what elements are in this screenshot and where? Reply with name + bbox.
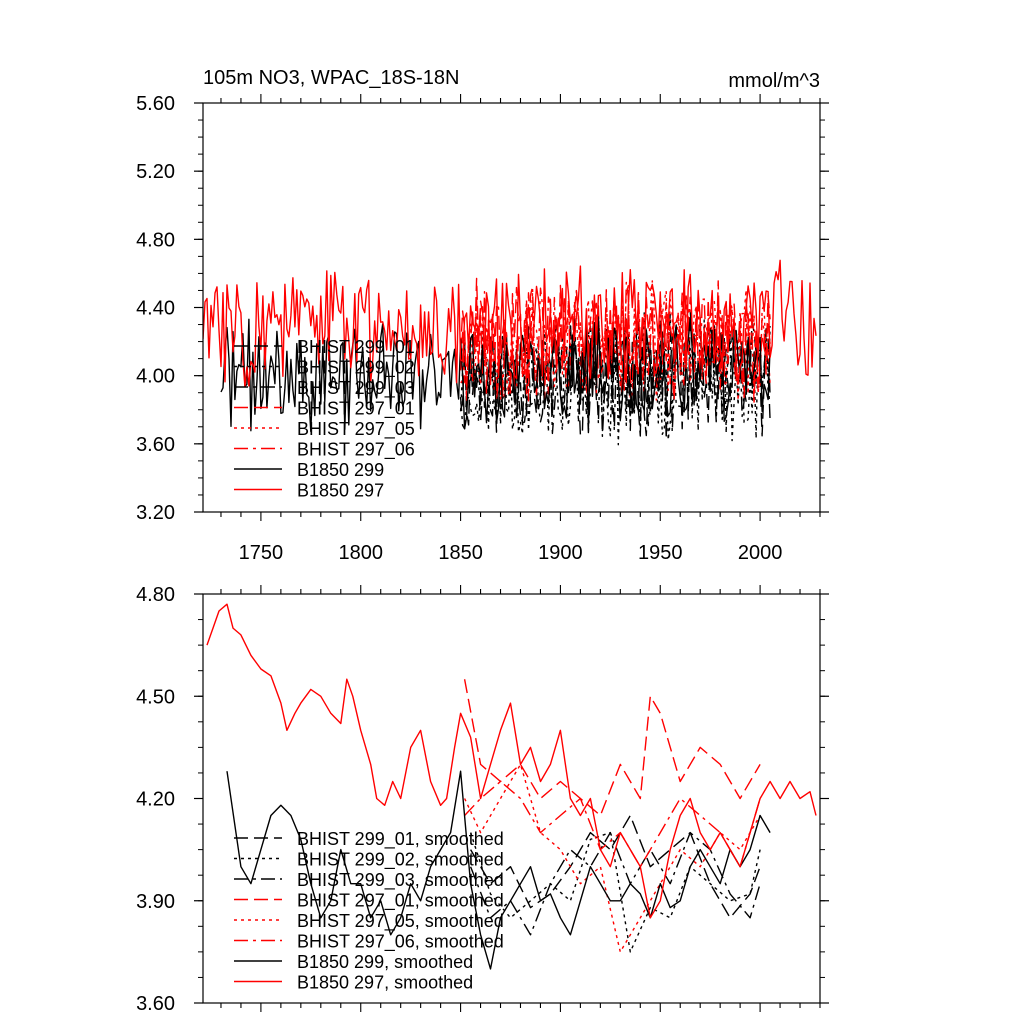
top-axes: 5.60 5.20 4.80 4.40 4.00 3.60 3.20 1750 1800 1850… xyxy=(136,93,829,564)
top-legend-label-3: BHIST 299_03 xyxy=(297,378,415,399)
bottom-legend-label-1: BHIST 299_01, smoothed xyxy=(297,829,504,850)
top-xtick-label: 1900 xyxy=(538,542,583,564)
bottom-ytick-label: 3.90 xyxy=(136,891,175,913)
bottom-legend-label-3: BHIST 299_03, smoothed xyxy=(297,870,504,891)
bottom-legend-label-7: B1850 299, smoothed xyxy=(297,952,473,972)
bottom-ytick-label: 4.50 xyxy=(136,686,175,708)
top-series-line-6 xyxy=(459,281,771,406)
top-xtick-label: 1750 xyxy=(239,542,284,564)
top-legend-label-8: B1850 297 xyxy=(297,481,384,501)
top-xtick-label: 1800 xyxy=(338,542,383,564)
top-legend-label-5: BHIST 297_05 xyxy=(297,419,415,440)
bottom-series-line-5 xyxy=(463,763,761,953)
top-xtick-label: 1950 xyxy=(638,542,683,564)
bottom-ytick-label: 4.20 xyxy=(136,789,175,811)
bottom-ytick-label: 4.80 xyxy=(136,584,175,606)
bottom-series-line-7 xyxy=(226,770,771,970)
bottom-series-line-2 xyxy=(469,831,761,953)
top-ytick-label: 4.40 xyxy=(136,298,175,320)
top-series-line-5 xyxy=(460,280,771,402)
top-panel-units: mmol/m^3 xyxy=(728,70,820,92)
top-series-line-1 xyxy=(459,310,771,440)
bottom-series-line-8 xyxy=(206,603,817,919)
top-panel-title: 105m NO3, WPAC_18S-18N xyxy=(203,67,459,89)
top-series-line-8 xyxy=(203,259,817,388)
bottom-panel: 4.80 4.50 4.20 3.90 3.60 BHIST 299_01, smoot… xyxy=(136,584,829,1015)
bottom-plot-frame xyxy=(202,593,821,1004)
top-ytick-label: 3.60 xyxy=(136,434,175,456)
top-ytick-label: 5.20 xyxy=(136,161,175,183)
top-legend-label-2: BHIST 299_02 xyxy=(297,358,415,379)
top-series-line-7 xyxy=(220,316,771,433)
top-xtick-label: 1850 xyxy=(438,542,483,564)
top-ytick-label: 3.20 xyxy=(136,502,175,524)
bottom-series-line-1 xyxy=(469,814,761,919)
bottom-series-line-4 xyxy=(463,679,761,817)
bottom-series-line-6 xyxy=(464,780,761,868)
bottom-legend-label-6: BHIST 297_06, smoothed xyxy=(297,932,504,953)
top-series-group xyxy=(203,259,817,446)
top-ytick-label: 4.80 xyxy=(136,229,175,251)
bottom-ytick-label: 3.60 xyxy=(136,993,175,1015)
bottom-legend-label-2: BHIST 299_02, smoothed xyxy=(297,850,504,871)
top-panel: 105m NO3, WPAC_18S-18N mmol/m^3 5.60 5.20… xyxy=(136,67,829,564)
top-ytick-label: 4.00 xyxy=(136,366,175,388)
bottom-legend-label-5: BHIST 297_05, smoothed xyxy=(297,911,504,932)
bottom-series-group xyxy=(206,603,817,970)
bottom-series-line-3 xyxy=(469,831,761,936)
top-ytick-label: 5.60 xyxy=(136,93,175,115)
top-legend-label-7: B1850 299 xyxy=(297,460,384,480)
top-xtick-label: 2000 xyxy=(738,542,783,564)
bottom-legend-label-8: B1850 297, smoothed xyxy=(297,973,473,993)
bottom-legend-label-4: BHIST 297_01, smoothed xyxy=(297,891,504,912)
top-legend-label-1: BHIST 299_01 xyxy=(297,337,415,358)
bottom-axes: 4.80 4.50 4.20 3.90 3.60 xyxy=(136,584,829,1015)
top-legend-label-6: BHIST 297_06 xyxy=(297,440,415,461)
top-series-line-4 xyxy=(459,277,771,402)
top-legend-label-4: BHIST 297_01 xyxy=(297,399,415,420)
